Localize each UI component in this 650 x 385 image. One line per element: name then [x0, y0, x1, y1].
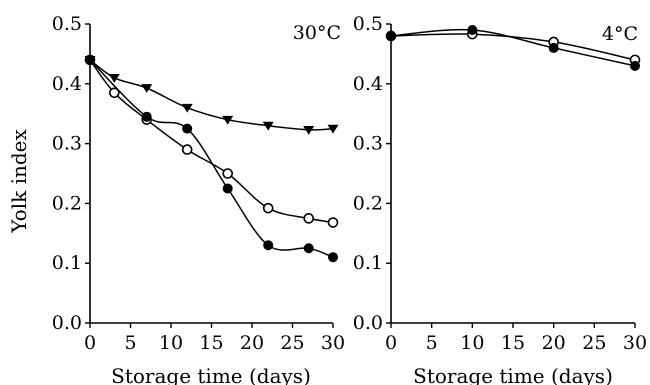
axes — [89, 24, 333, 324]
x-tick-label: 0 — [385, 332, 397, 354]
y-axis-title: Yolk index — [7, 128, 31, 233]
y-tick-label: 0.4 — [52, 73, 82, 95]
panel-30c: 0 5 10 15 20 25 30 0.0 0.1 0.2 0.3 0.4 0.5 Storage … — [52, 13, 345, 385]
x-axis-title: Storage time (days) — [413, 364, 613, 385]
x-tick-label: 20 — [542, 332, 566, 354]
x-tick-label: 5 — [426, 332, 438, 354]
series-circle-filled — [386, 24, 640, 71]
data-point — [222, 168, 233, 179]
panel-label: 30°C — [293, 22, 341, 44]
data-point — [262, 121, 274, 131]
x-axis-title: Storage time (days) — [111, 364, 311, 385]
x-tick-label: 15 — [199, 332, 223, 354]
x-tick-label: 15 — [501, 332, 525, 354]
x-tick-label: 30 — [623, 332, 647, 354]
data-point — [181, 144, 193, 155]
data-point — [141, 111, 152, 122]
data-point — [303, 243, 314, 254]
data-point — [222, 115, 234, 125]
series-circle-open — [84, 54, 339, 228]
x-tick-label: 5 — [124, 332, 136, 354]
series-line — [89, 59, 334, 258]
y-tick-label: 0.5 — [52, 13, 82, 35]
data-point — [108, 73, 120, 83]
y-tick-label: 0.0 — [52, 312, 82, 334]
data-point — [467, 24, 478, 35]
data-point — [181, 103, 193, 113]
data-point — [386, 30, 396, 41]
data-point — [263, 240, 274, 251]
data-point — [630, 60, 640, 71]
y-tick-label: 0.0 — [353, 312, 383, 334]
data-point — [303, 125, 315, 135]
x-tick-label: 25 — [280, 332, 304, 354]
y-ticks: 0.0 0.1 0.2 0.3 0.4 0.5 — [52, 13, 90, 334]
y-tick-label: 0.2 — [353, 192, 383, 214]
plot-area — [84, 54, 339, 263]
data-point — [262, 202, 274, 214]
data-point — [222, 183, 233, 194]
x-tick-label: 30 — [321, 332, 345, 354]
data-point — [548, 42, 559, 53]
y-tick-label: 0.1 — [353, 252, 383, 274]
y-tick-label: 0.5 — [353, 13, 383, 35]
y-tick-label: 0.1 — [52, 252, 82, 274]
data-point — [109, 87, 120, 99]
series-line — [89, 59, 334, 224]
series-line — [390, 28, 636, 67]
x-ticks: 0 5 10 15 20 25 30 — [385, 323, 647, 354]
x-tick-label: 0 — [84, 332, 96, 354]
y-tick-label: 0.4 — [353, 73, 383, 95]
data-point — [85, 54, 95, 65]
series-circle-filled — [85, 54, 338, 263]
x-tick-label: 10 — [159, 332, 183, 354]
x-tick-label: 10 — [460, 332, 484, 354]
y-tick-label: 0.3 — [52, 133, 82, 155]
x-tick-label: 20 — [240, 332, 264, 354]
data-point — [328, 252, 338, 263]
y-tick-label: 0.3 — [353, 133, 383, 155]
panel-label: 4°C — [602, 23, 638, 45]
plot-area — [385, 24, 641, 71]
data-point — [182, 123, 193, 134]
panel-4c: 0 5 10 15 20 25 30 0.0 0.1 0.2 0.3 0.4 0.5 Storage … — [353, 13, 647, 385]
x-ticks: 0 5 10 15 20 25 30 — [84, 323, 345, 354]
data-point — [327, 124, 339, 134]
data-point — [303, 213, 315, 224]
y-ticks: 0.0 0.1 0.2 0.3 0.4 0.5 — [353, 13, 391, 334]
data-point — [327, 217, 339, 228]
x-tick-label: 25 — [582, 332, 606, 354]
data-point — [141, 84, 153, 93]
axes — [390, 24, 635, 324]
y-tick-label: 0.2 — [52, 192, 82, 214]
series-line — [89, 59, 334, 131]
